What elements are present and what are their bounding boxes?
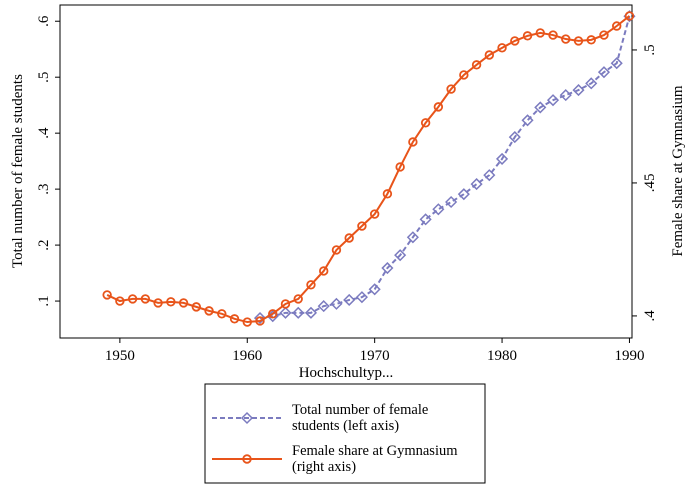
point: [178, 298, 189, 308]
point: [495, 152, 509, 165]
point: [535, 28, 545, 38]
point: [166, 297, 176, 307]
point: [306, 280, 316, 290]
point: [408, 137, 418, 147]
point: [433, 102, 444, 112]
point: [330, 297, 343, 310]
x-tick-label: 1980: [487, 348, 517, 364]
point: [497, 43, 507, 53]
point: [432, 203, 445, 216]
point: [293, 294, 303, 304]
point: [242, 317, 252, 327]
point: [279, 306, 292, 319]
point: [585, 77, 598, 90]
point: [612, 21, 622, 31]
y-axis-title: Total number of female students: [10, 74, 26, 268]
y-tick-label: .6: [36, 15, 52, 27]
legend-label: Female share at Gymnasium (right axis): [292, 443, 458, 475]
point: [508, 131, 521, 144]
y-tick-label: .2: [36, 239, 52, 250]
point: [140, 294, 151, 304]
point: [586, 35, 596, 45]
point: [255, 316, 265, 326]
point: [355, 291, 368, 304]
point: [406, 231, 419, 244]
point: [483, 169, 496, 182]
legend-marker: [242, 454, 252, 464]
point: [522, 31, 533, 41]
y2-tick-label: .4: [642, 310, 658, 322]
point: [217, 309, 227, 319]
plot-frame: [59, 4, 633, 339]
point: [484, 50, 495, 60]
point: [510, 36, 520, 46]
point: [597, 66, 611, 79]
series-line: [106, 15, 631, 324]
x-tick-label: 1960: [232, 348, 262, 364]
point: [127, 294, 138, 304]
legend-label: Total number of female students (left ax…: [292, 402, 429, 434]
point: [534, 101, 547, 114]
point: [344, 233, 354, 243]
point: [368, 283, 381, 296]
point: [253, 312, 267, 325]
point: [343, 293, 356, 307]
point: [115, 296, 125, 306]
point: [382, 189, 393, 199]
point: [573, 36, 584, 46]
y-tick-label: .5: [36, 72, 52, 83]
point: [446, 84, 456, 94]
point: [395, 162, 405, 172]
point: [624, 11, 635, 21]
point: [153, 298, 163, 308]
point: [471, 60, 482, 70]
point: [546, 94, 560, 107]
y2-tick-label: .5: [642, 44, 658, 55]
point: [369, 209, 380, 219]
y2-axis-title: Female share at Gymnasium: [670, 85, 686, 257]
point: [229, 314, 240, 324]
series-line: [259, 15, 631, 320]
point: [420, 118, 431, 128]
y-tick-label: .1: [36, 295, 52, 306]
x-tick-label: 1990: [614, 348, 644, 364]
point: [292, 306, 305, 319]
point: [268, 309, 278, 319]
point: [419, 213, 432, 226]
legend-box: [204, 383, 486, 484]
x-tick-label: 1950: [105, 348, 135, 364]
x-axis-title: Hochschultyp...: [299, 365, 394, 381]
point: [610, 57, 623, 70]
y-tick-label: .4: [36, 127, 52, 139]
point: [521, 114, 534, 127]
point: [191, 302, 202, 312]
point: [572, 84, 585, 97]
point: [280, 299, 291, 309]
point: [470, 178, 483, 191]
y2-tick-label: .45: [642, 174, 658, 193]
point: [331, 245, 342, 255]
point: [445, 195, 458, 209]
y-tick-label: .3: [36, 184, 52, 195]
legend-marker: [240, 411, 254, 425]
point: [457, 188, 470, 201]
point: [304, 306, 318, 319]
point: [559, 89, 572, 102]
point: [317, 300, 330, 313]
x-tick-label: 1970: [360, 348, 390, 364]
point: [381, 261, 394, 275]
point: [599, 30, 609, 40]
point: [459, 70, 469, 80]
point: [102, 290, 112, 300]
point: [357, 221, 367, 231]
point: [561, 34, 571, 44]
point: [548, 30, 558, 40]
point: [319, 266, 329, 276]
point: [394, 249, 407, 262]
point: [204, 306, 214, 316]
